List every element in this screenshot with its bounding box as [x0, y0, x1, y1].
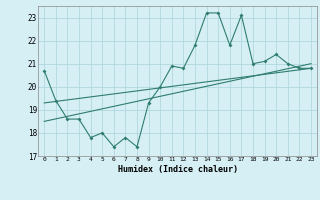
X-axis label: Humidex (Indice chaleur): Humidex (Indice chaleur): [118, 165, 238, 174]
